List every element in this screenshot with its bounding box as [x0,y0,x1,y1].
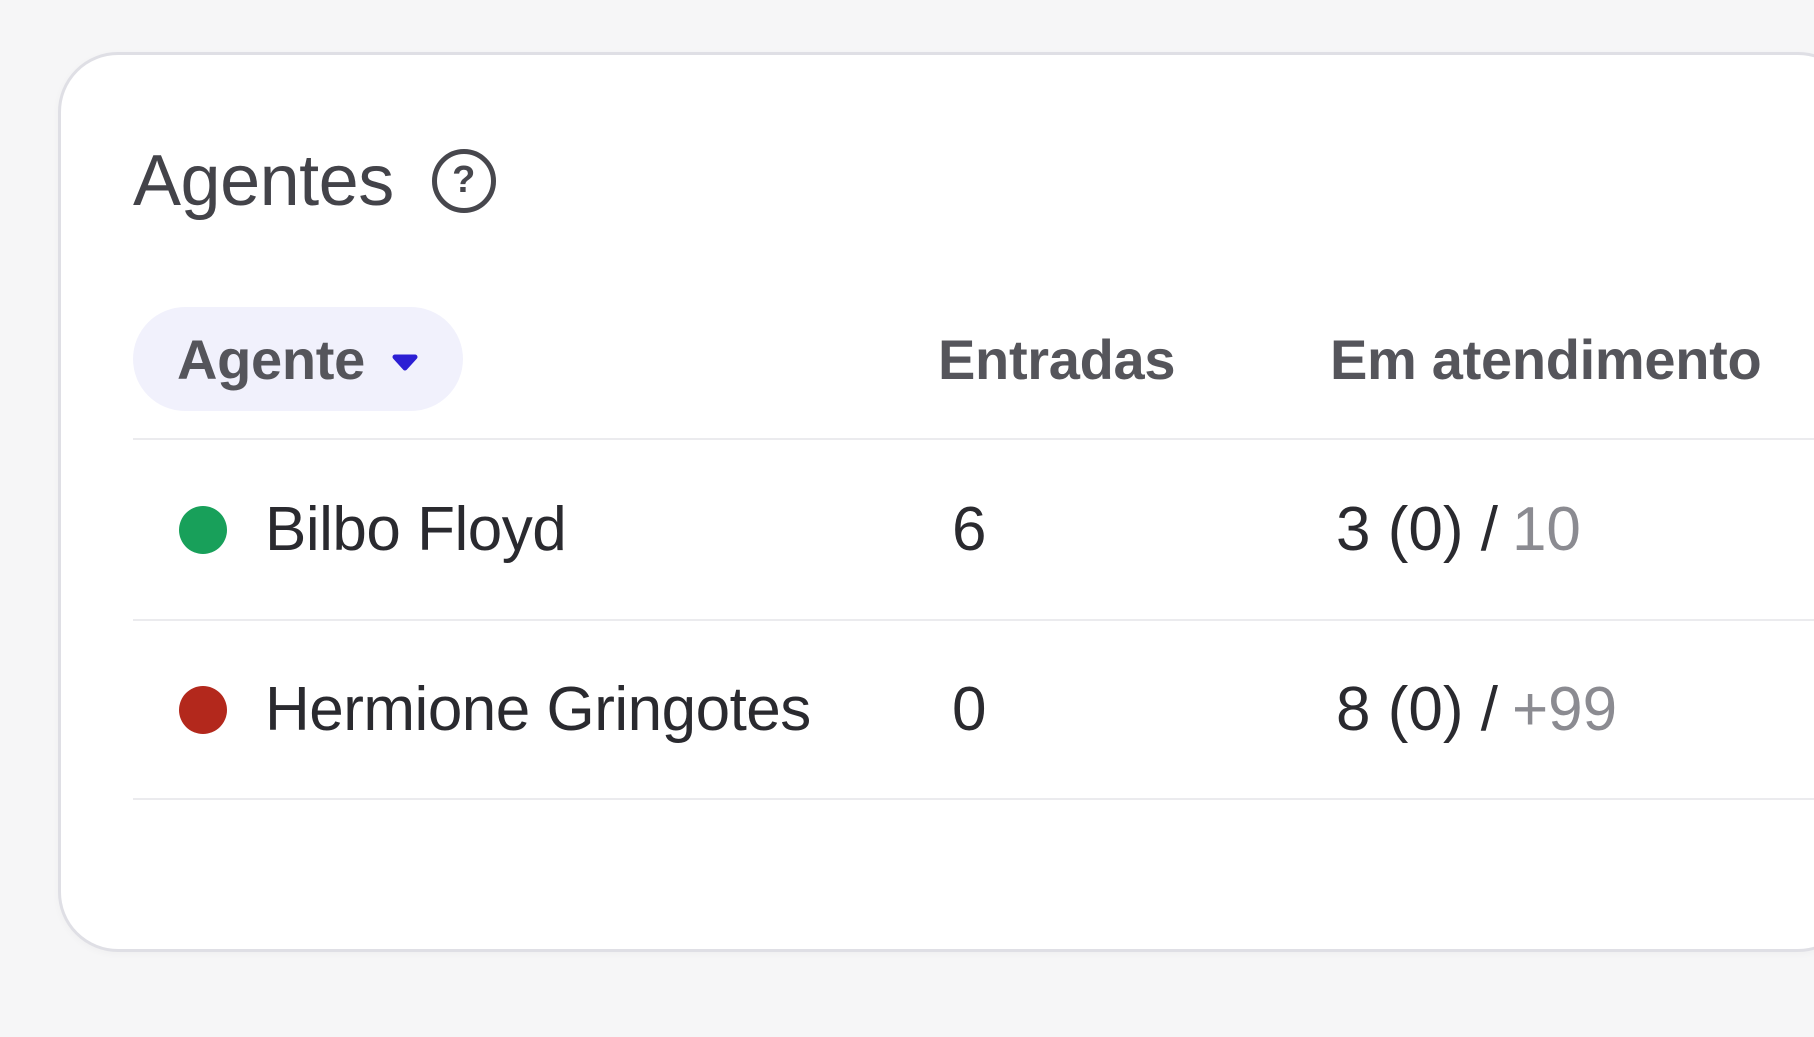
card-header: Agentes ? [133,143,1814,219]
em-atendimento-limit: 10 [1511,495,1581,564]
entradas-value: 6 [952,495,987,564]
agents-card: Agentes ? Agente Entradas Em atendimento… [58,52,1814,952]
question-glyph: ? [452,159,476,201]
column-header-agente: Agente [177,327,365,391]
agent-sort-button[interactable]: Agente [133,307,463,411]
em-atendimento-value: 8 (0) / +99 [1330,674,1814,745]
em-atendimento-main: 3 (0) / [1336,495,1498,564]
table-row: Hermione Gringotes 0 8 (0) / +99 [133,619,1814,800]
agent-cell: Bilbo Floyd [133,494,938,565]
agent-name: Bilbo Floyd [265,495,567,564]
agent-cell: Hermione Gringotes [133,674,938,745]
column-header-entradas: Entradas [938,327,1176,391]
em-atendimento-value: 3 (0) /10 [1330,494,1814,565]
table-header-row: Agente Entradas Em atendimento [133,307,1814,411]
column-header-em-atendimento: Em atendimento [1330,327,1762,391]
agents-card-content: Agentes ? Agente Entradas Em atendimento… [61,143,1814,1037]
page-title: Agentes [133,141,394,221]
agents-table-body: Bilbo Floyd 6 3 (0) /10 Hermione Gringot… [133,438,1814,800]
agent-name: Hermione Gringotes [265,675,811,744]
chevron-down-icon [392,354,418,371]
status-dot-icon [179,685,227,734]
em-atendimento-limit: +99 [1511,675,1618,744]
table-row: Bilbo Floyd 6 3 (0) /10 [133,438,1814,619]
entradas-value: 0 [952,675,987,744]
help-icon[interactable]: ? [431,149,496,213]
status-dot-icon [179,505,227,554]
em-atendimento-main: 8 (0) / [1336,675,1498,744]
